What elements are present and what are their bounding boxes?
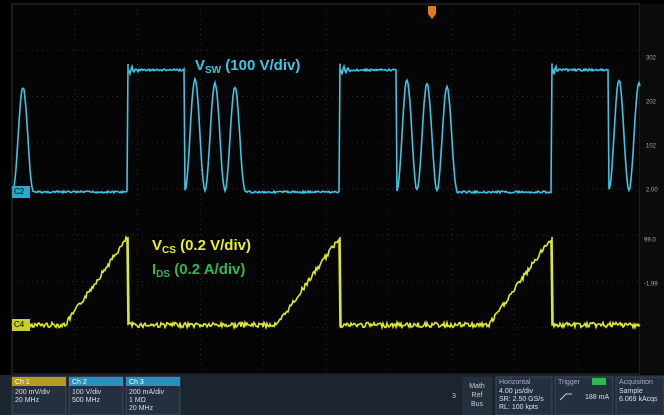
horizontal-panel-title: Horizontal — [499, 379, 531, 386]
acquisition-setting: Sample — [619, 388, 643, 395]
trigger-source — [592, 378, 606, 385]
channel-setting: 200 mV/div — [15, 389, 51, 396]
scale-label: 202 — [646, 100, 657, 106]
channel-title: Ch 2 — [72, 379, 87, 386]
horizontal-setting: SR: 2.50 GS/s — [499, 396, 544, 403]
channel-marker-label: C4 — [14, 320, 25, 329]
menu-item: Bus — [471, 401, 484, 408]
label-main: V — [152, 237, 162, 254]
acquisition-panel-title: Acquisition — [619, 379, 653, 386]
trigger-level: 188 mA — [585, 394, 609, 401]
trigger-panel-title: Trigger — [558, 379, 581, 386]
menu-item: Ref — [472, 392, 483, 399]
label-subscript: SW — [205, 65, 222, 76]
scale-label: 99.0 — [644, 238, 656, 244]
label-subscript: CS — [162, 245, 176, 256]
label-rest: (100 V/div) — [221, 57, 300, 74]
channel-setting: 20 MHz — [15, 397, 40, 404]
menu-item: Math — [469, 383, 485, 390]
horizontal-setting: 4.00 µs/div — [499, 388, 533, 395]
channel-setting: 1 MΩ — [129, 397, 146, 404]
label-rest: (0.2 V/div) — [176, 237, 251, 254]
page-number: 3 — [452, 393, 456, 400]
horizontal-setting: RL: 100 kpts — [499, 404, 539, 411]
oscilloscope-screen: C2C4VSW (100 V/div)VCS (0.2 V/div)IDS (0… — [0, 0, 664, 415]
label-subscript: DS — [156, 269, 170, 280]
label-main: V — [195, 57, 205, 74]
acquisition-setting: 6.069 kAcqs — [619, 396, 658, 403]
scale-label: -1.99 — [644, 282, 658, 288]
channel-setting: 100 V/div — [72, 389, 102, 396]
channel-setting: 200 mA/div — [129, 389, 165, 396]
scale-label: 2.00 — [646, 188, 658, 194]
channel-marker-label: C2 — [14, 187, 25, 196]
channel-title: Ch 1 — [15, 379, 30, 386]
scope-display: C2C4VSW (100 V/div)VCS (0.2 V/div)IDS (0… — [0, 0, 664, 415]
channel-setting: 500 MHz — [72, 397, 101, 404]
scale-label: 302 — [646, 56, 657, 62]
label-rest: (0.2 A/div) — [170, 261, 245, 278]
channel-setting: 20 MHz — [129, 405, 154, 412]
channel-title: Ch 3 — [129, 379, 144, 386]
scale-label: 102 — [646, 144, 657, 150]
